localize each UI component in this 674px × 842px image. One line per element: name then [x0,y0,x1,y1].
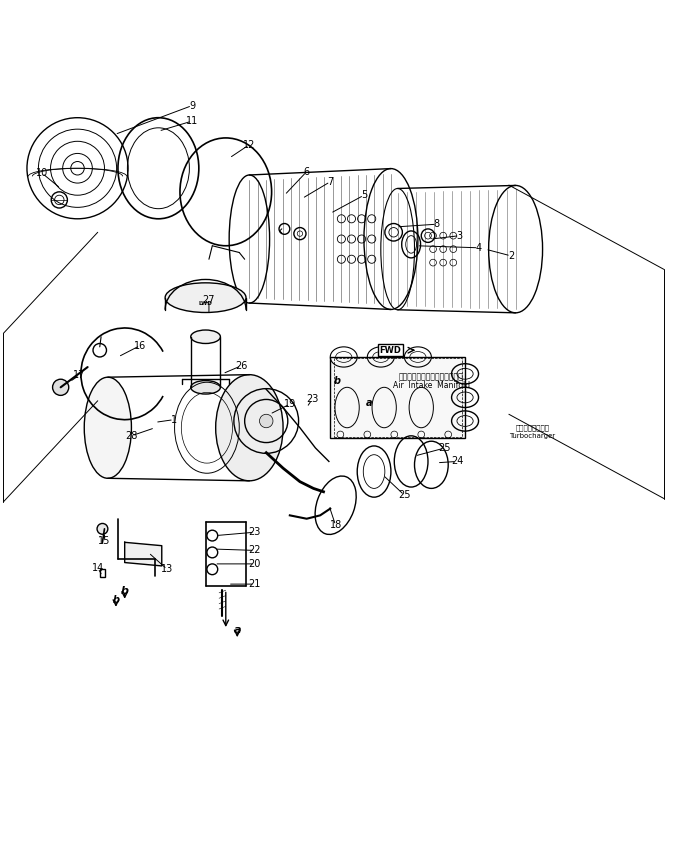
Text: 1: 1 [171,414,177,424]
Text: 2: 2 [508,251,514,261]
Text: 23: 23 [249,527,261,537]
Text: 13: 13 [161,564,173,574]
Text: Air  Intake  Manifold: Air Intake Manifold [393,381,470,391]
Text: 12: 12 [243,140,255,150]
Text: 21: 21 [249,579,261,589]
Text: Turbocharger: Turbocharger [510,433,555,439]
Ellipse shape [216,375,283,481]
Text: 16: 16 [134,340,146,350]
Text: エアーインテークマニホールド: エアーインテークマニホールド [399,373,464,381]
Text: b: b [121,586,129,596]
Text: 24: 24 [451,456,463,466]
Text: 4: 4 [475,242,482,253]
Text: 28: 28 [125,431,137,441]
Text: b: b [113,595,119,605]
Text: 17: 17 [73,370,86,381]
Text: 23: 23 [306,394,318,404]
Text: 15: 15 [98,536,111,546]
Text: 8: 8 [433,219,440,229]
Text: FWD: FWD [379,346,401,354]
Text: 19: 19 [284,399,296,409]
Text: 26: 26 [235,360,247,370]
Polygon shape [125,542,162,566]
Text: LWD: LWD [199,301,212,306]
Text: b: b [334,376,340,386]
Ellipse shape [191,381,220,394]
Bar [330,357,465,438]
Text: 10: 10 [36,168,48,178]
Bar [334,359,462,436]
Bar [100,569,105,578]
Text: 11: 11 [186,116,198,126]
Text: 9: 9 [189,100,195,110]
Text: a: a [365,397,372,408]
Ellipse shape [165,283,246,312]
Text: 3: 3 [456,231,463,241]
Text: ターボチャージャ: ターボチャージャ [516,424,549,431]
Text: 18: 18 [330,520,342,530]
Text: 14: 14 [92,563,104,573]
Text: 5: 5 [361,190,367,200]
Text: a: a [233,625,241,635]
Text: 7: 7 [327,177,334,187]
Circle shape [97,524,108,534]
Text: 20: 20 [249,559,261,569]
Ellipse shape [191,330,220,344]
Text: 22: 22 [249,546,261,556]
Text: 6: 6 [303,167,310,177]
Text: 27: 27 [203,295,215,305]
Text: 25: 25 [439,443,451,453]
Circle shape [259,414,273,428]
Text: 25: 25 [398,490,410,500]
Ellipse shape [84,377,131,478]
Circle shape [53,379,69,396]
